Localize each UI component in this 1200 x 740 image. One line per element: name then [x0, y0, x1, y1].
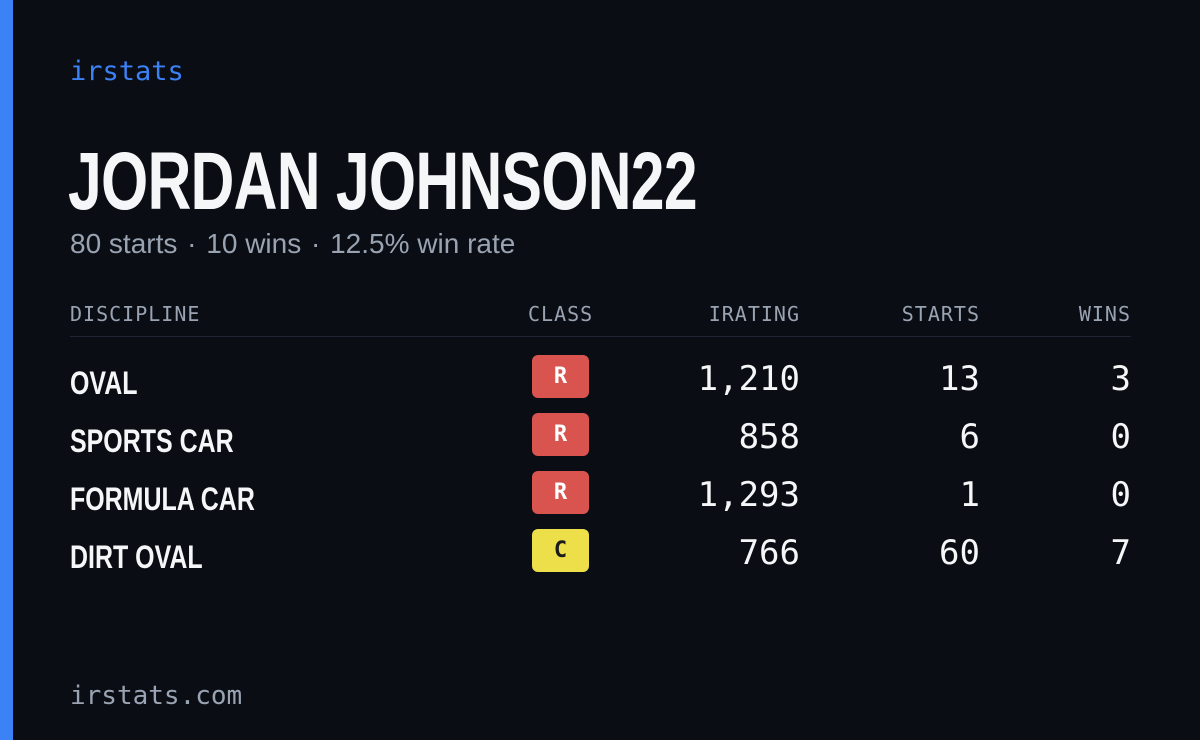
table-row: FORMULA CAR R 1,293 1 0 — [70, 453, 1131, 517]
summary-separator: · — [311, 228, 321, 259]
starts-value: 60 — [939, 533, 980, 573]
discipline-name: OVAL — [70, 365, 138, 401]
summary-win-rate: 12.5% win rate — [330, 228, 516, 259]
irating-value: 766 — [738, 533, 800, 573]
irating-value: 1,210 — [697, 359, 800, 399]
starts-value: 6 — [959, 417, 980, 457]
wins-value: 7 — [1110, 533, 1131, 573]
wins-value: 0 — [1110, 417, 1131, 457]
summary-starts: 80 starts — [70, 228, 178, 259]
discipline-name: DIRT OVAL — [70, 539, 203, 575]
table-row: OVAL R 1,210 13 3 — [70, 337, 1131, 401]
class-badge: R — [532, 355, 589, 398]
brand-logo: irstats — [70, 56, 184, 87]
starts-value: 13 — [939, 359, 980, 399]
header-class: CLASS — [528, 302, 594, 326]
discipline-table: DISCIPLINE CLASS IRATING STARTS WINS OVA… — [70, 296, 1131, 575]
summary-separator: · — [187, 228, 197, 259]
header-starts: STARTS — [901, 302, 980, 326]
starts-value: 1 — [959, 475, 980, 515]
discipline-name: SPORTS CAR — [70, 423, 234, 459]
class-badge: R — [532, 471, 589, 514]
summary-wins: 10 wins — [206, 228, 302, 259]
career-summary: 80 starts · 10 wins · 12.5% win rate — [70, 228, 515, 260]
wins-value: 3 — [1110, 359, 1131, 399]
class-badge: C — [532, 529, 589, 572]
irating-value: 858 — [738, 417, 800, 457]
table-row: DIRT OVAL C 766 60 7 — [70, 511, 1131, 575]
accent-bar — [0, 0, 13, 740]
footer-url: irstats.com — [70, 681, 243, 711]
irating-value: 1,293 — [697, 475, 800, 515]
player-name: JORDAN JOHNSON22 — [68, 136, 698, 227]
class-badge: R — [532, 413, 589, 456]
table-row: SPORTS CAR R 858 6 0 — [70, 395, 1131, 459]
table-header: DISCIPLINE CLASS IRATING STARTS WINS — [70, 296, 1131, 337]
discipline-name: FORMULA CAR — [70, 481, 255, 517]
header-wins: WINS — [1078, 302, 1131, 326]
wins-value: 0 — [1110, 475, 1131, 515]
header-irating: IRATING — [708, 302, 800, 326]
header-discipline: DISCIPLINE — [70, 302, 201, 326]
